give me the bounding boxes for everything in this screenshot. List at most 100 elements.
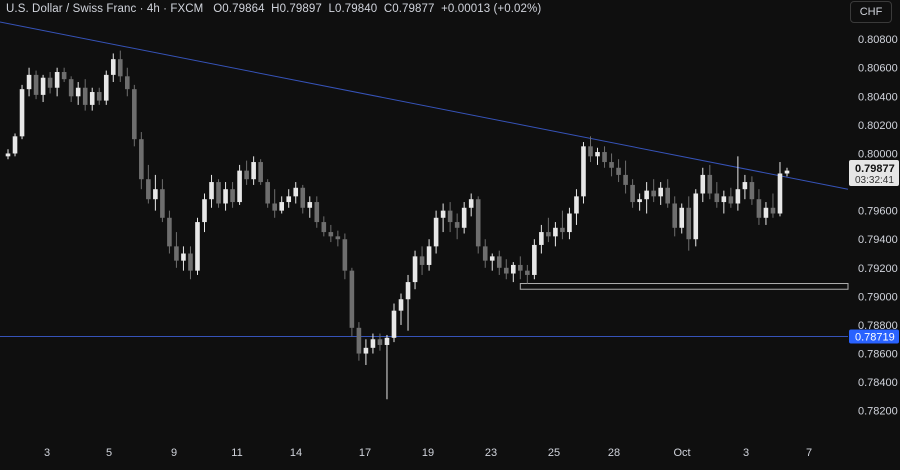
candle-body: [265, 182, 270, 204]
candle-body: [447, 210, 453, 223]
candle: [658, 182, 663, 205]
candle-body: [202, 199, 207, 223]
candle-body: [216, 182, 221, 204]
candle-body: [237, 170, 242, 203]
candle-body: [279, 202, 285, 211]
change-value: +0.00013 (+0.02%): [441, 3, 542, 15]
candle-body: [384, 337, 390, 345]
candle: [602, 146, 607, 168]
candle-body: [482, 246, 488, 261]
x-tick-label: 19: [422, 447, 434, 459]
candle-body: [588, 146, 593, 157]
candle: [665, 179, 670, 208]
low-key: L: [328, 3, 335, 15]
candle-body: [742, 182, 748, 190]
candle: [103, 70, 109, 105]
candle-body: [651, 190, 656, 197]
currency-button[interactable]: CHF: [850, 1, 892, 23]
candle-body: [5, 153, 11, 157]
candle: [139, 132, 144, 190]
candle: [321, 216, 327, 237]
candle: [735, 156, 741, 211]
candle: [363, 339, 369, 365]
candle: [756, 189, 762, 225]
candle: [265, 179, 270, 208]
candle: [286, 189, 292, 208]
y-tick-label: 0.79200: [858, 263, 898, 275]
y-tick-label: 0.80200: [858, 120, 898, 132]
candle-body: [75, 87, 81, 97]
candle-body: [356, 327, 362, 354]
candle-body: [525, 270, 530, 275]
candle: [125, 67, 130, 97]
candle-body: [244, 170, 249, 180]
candle: [503, 259, 509, 280]
candle: [567, 207, 572, 240]
candle: [230, 182, 235, 208]
candle: [75, 82, 81, 105]
candle-body: [103, 74, 109, 101]
candle: [686, 196, 692, 251]
candle-body: [398, 299, 404, 311]
candle: [616, 159, 621, 183]
y-tick-label: 0.80600: [858, 63, 898, 75]
candle: [5, 149, 11, 160]
x-tick-label: 5: [106, 447, 112, 459]
candle-body: [272, 203, 277, 211]
candle: [19, 84, 25, 140]
level-label-bg: [849, 329, 899, 344]
candle-body: [693, 193, 699, 240]
candle-body: [721, 196, 727, 203]
candle-body: [132, 89, 137, 140]
candle-body: [300, 187, 306, 208]
candle-body: [426, 246, 432, 265]
support-zone: [519, 283, 849, 290]
interval-label: 4h: [146, 3, 160, 15]
candle: [110, 53, 116, 83]
candle: [679, 203, 685, 234]
source-label: FXCM: [170, 3, 204, 15]
candle: [307, 196, 313, 218]
candle-body: [539, 232, 544, 245]
low-value: 0.79840: [334, 3, 378, 15]
x-tick-label: 25: [548, 447, 560, 459]
symbol-name: U.S. Dollar / Swiss Franc: [6, 3, 137, 15]
candle: [721, 190, 727, 214]
candle: [89, 87, 95, 111]
x-tick-label: 3: [743, 447, 749, 459]
candle: [258, 159, 263, 185]
candle-body: [125, 76, 130, 90]
candle: [419, 246, 425, 275]
candle-body: [749, 182, 755, 200]
candle: [496, 250, 502, 275]
x-tick-label: 9: [171, 447, 177, 459]
candle-body: [658, 187, 663, 197]
candle-body: [160, 189, 165, 218]
candle-body: [174, 246, 179, 261]
y-tick-label: 0.79400: [858, 234, 898, 246]
candle-body: [644, 190, 649, 200]
candle: [630, 179, 635, 208]
candle: [328, 224, 334, 243]
candle-body: [503, 267, 509, 274]
candle: [349, 267, 355, 337]
candle: [553, 222, 558, 247]
candle: [272, 189, 277, 218]
candle: [693, 189, 699, 247]
candle: [244, 160, 249, 185]
candle-body: [54, 72, 60, 88]
candle: [742, 174, 748, 200]
open-key: O: [213, 3, 223, 15]
candle-body: [756, 199, 762, 218]
candle-body: [377, 339, 383, 345]
candle: [54, 67, 60, 97]
candle: [12, 133, 18, 157]
candle: [153, 174, 158, 211]
candle-body: [370, 339, 376, 348]
candle-body: [181, 253, 186, 261]
x-tick-label: 17: [359, 447, 371, 459]
candle: [644, 182, 649, 214]
descending-trendline: [0, 21, 849, 190]
